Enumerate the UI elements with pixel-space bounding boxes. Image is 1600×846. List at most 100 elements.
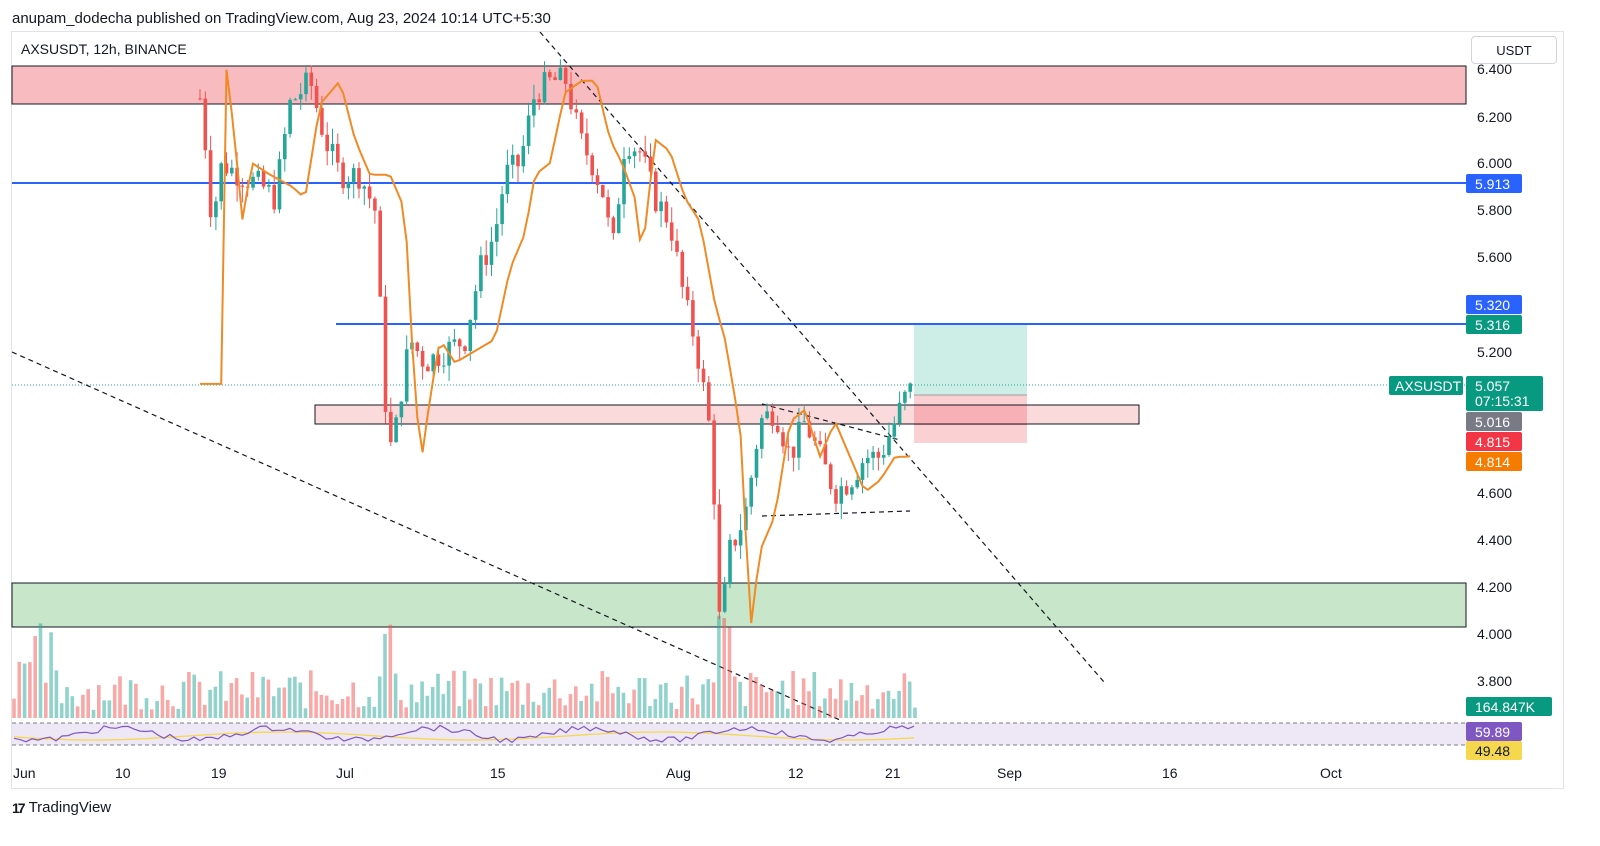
- volume-bar: [446, 680, 451, 718]
- time-tick: 15: [490, 765, 506, 781]
- demand-zone[interactable]: [11, 582, 1467, 628]
- candle-body: [394, 417, 398, 443]
- candle-body: [442, 365, 446, 367]
- volume-bar: [727, 627, 732, 718]
- candle-body: [585, 133, 589, 156]
- volume-bar: [335, 704, 340, 718]
- volume-bar: [505, 691, 509, 718]
- candle-body: [908, 383, 912, 392]
- candle-body: [230, 167, 234, 174]
- volume-bar: [309, 670, 313, 718]
- candle-body: [304, 72, 308, 95]
- candle-body: [235, 167, 239, 186]
- volume-bar: [468, 699, 472, 718]
- currency-button[interactable]: USDT: [1471, 36, 1557, 64]
- volume-bar: [240, 694, 244, 718]
- candle-body: [627, 156, 632, 160]
- triangle-bottom-line[interactable]: [761, 510, 911, 517]
- candle-body: [563, 67, 568, 84]
- volume-bar: [706, 679, 711, 718]
- volume-bar: [192, 674, 196, 718]
- candlesticks: [198, 59, 912, 620]
- candle-body: [775, 425, 780, 433]
- volume-bar: [526, 683, 530, 718]
- supply-zone[interactable]: [11, 65, 1467, 105]
- volume-bar: [261, 676, 265, 718]
- volume-bar: [282, 687, 287, 718]
- volume-bar: [229, 683, 234, 718]
- volume-bar: [70, 696, 75, 718]
- tradingview-footer[interactable]: 17 TradingView: [12, 799, 111, 816]
- volume-bar: [558, 698, 562, 718]
- candle-body: [834, 489, 838, 504]
- triangle-top-line[interactable]: [761, 403, 901, 441]
- price-tick: 4.400: [1477, 532, 1512, 548]
- volume-bar: [764, 692, 769, 718]
- candle-body: [569, 83, 573, 110]
- candle-body: [479, 255, 483, 292]
- volume-bar: [208, 689, 212, 718]
- volume-bar: [664, 682, 668, 718]
- symbol-label[interactable]: AXSUSDT, 12h, BINANCE: [21, 41, 187, 57]
- volume-bar: [521, 704, 525, 718]
- candle-body: [850, 487, 854, 495]
- price-axis[interactable]: 6.400 6.200 6.000 5.800 5.600 5.200 4.60…: [1477, 61, 1512, 689]
- candle-body: [336, 143, 340, 163]
- time-tick: 16: [1162, 765, 1178, 781]
- lower-trendline[interactable]: [11, 351, 841, 721]
- volume-bar: [881, 692, 885, 718]
- publisher-header: anupam_dodecha published on TradingView.…: [12, 10, 551, 27]
- support-zone[interactable]: [314, 404, 1140, 425]
- candle-body: [526, 115, 531, 146]
- volume-bar: [271, 696, 276, 718]
- volume-bar: [510, 682, 514, 718]
- time-tick: 19: [211, 765, 227, 781]
- candle-body: [802, 421, 806, 423]
- candle-body: [240, 185, 245, 187]
- volume-bar: [367, 696, 371, 718]
- volume-bar: [218, 671, 223, 718]
- volume-bar: [409, 684, 414, 718]
- price-tick: 4.200: [1477, 579, 1512, 595]
- volume-bar: [144, 698, 149, 718]
- candle-body: [818, 440, 822, 445]
- candle-body: [701, 368, 706, 383]
- candle-body: [532, 99, 536, 116]
- candle-body: [574, 109, 579, 113]
- candle-body: [638, 151, 642, 153]
- volume-bar: [473, 678, 477, 718]
- candle-body: [881, 454, 886, 458]
- volume-bar: [695, 704, 700, 718]
- time-axis[interactable]: Jun 10 19 Jul 15 Aug 12 21 Sep 16 Oct: [13, 765, 1342, 781]
- volume-bar: [658, 684, 663, 718]
- candle-body: [272, 185, 276, 210]
- volume-bar: [605, 676, 610, 718]
- volume-bar: [107, 700, 112, 718]
- volume-bar: [430, 686, 435, 718]
- candle-body: [373, 198, 377, 211]
- volume-bar: [627, 703, 631, 718]
- volume-bar: [886, 690, 891, 718]
- target-top-badge: 5.320: [1475, 297, 1510, 313]
- candle-body: [622, 159, 626, 205]
- volume-bar: [38, 623, 43, 718]
- volume-bar: [356, 707, 361, 718]
- candle-body: [251, 176, 255, 188]
- volume-bar: [128, 680, 133, 718]
- volume-bar: [711, 682, 716, 718]
- volume-bar: [118, 676, 122, 718]
- candle-body: [606, 197, 610, 218]
- candle-body: [828, 464, 833, 490]
- volume-bar: [637, 677, 642, 718]
- volume-bar: [812, 671, 817, 718]
- volume-bar: [844, 700, 848, 718]
- resistance-badge: 5.913: [1475, 176, 1510, 192]
- candle-body: [362, 186, 367, 189]
- volume-bar: [203, 704, 207, 718]
- candle-body: [277, 159, 282, 210]
- candle-body: [351, 168, 356, 183]
- volume-bar: [743, 706, 748, 718]
- candle-body: [537, 99, 541, 103]
- target-zone[interactable]: [914, 325, 1027, 395]
